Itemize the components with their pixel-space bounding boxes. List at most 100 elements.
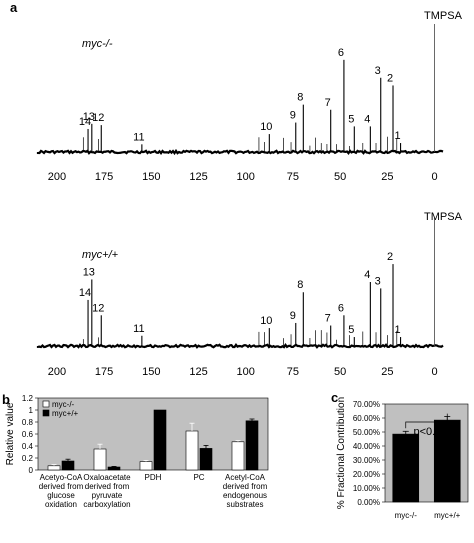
category-label: Oxaloacetate [83, 473, 131, 482]
x-tick-label: 0 [431, 366, 437, 378]
panel-letter-b: b [2, 392, 10, 407]
legend-label: myc-/- [52, 400, 75, 409]
peak-label: 11 [133, 323, 144, 335]
peak-label: 8 [297, 279, 303, 291]
y-tick-label: 0.8 [22, 418, 34, 427]
significance-bracket [405, 413, 448, 429]
bar [433, 419, 461, 503]
bar [392, 433, 420, 503]
category-label: glucose [47, 491, 75, 500]
category-label: PC [193, 473, 204, 482]
x-tick-label: 150 [142, 171, 160, 183]
category-label: derived from [39, 482, 84, 491]
y-tick-label: 0 [29, 466, 34, 475]
x-tick-label: 125 [189, 366, 207, 378]
peak-label: 6 [338, 302, 344, 314]
peak-label: 12 [92, 112, 104, 124]
bar [47, 465, 61, 471]
legend-swatch [42, 400, 50, 408]
peak-label: 9 [290, 310, 296, 322]
y-tick-label: 60.00% [353, 414, 380, 423]
peak-label: 12 [92, 302, 104, 314]
x-tick-label: 125 [189, 171, 207, 183]
category-label: pyruvate [92, 491, 123, 500]
y-tick-label: 0.2 [22, 454, 34, 463]
category-label: carboxylation [83, 500, 130, 509]
peak-label: 3 [375, 65, 381, 77]
peak-label: 4 [364, 269, 370, 281]
y-tick-label: 1.2 [22, 394, 34, 403]
bar [153, 409, 167, 471]
x-tick-label: 175 [95, 171, 113, 183]
peak-label: 2 [387, 251, 393, 263]
category-label: substrates [227, 500, 264, 509]
legend-label: myc+/+ [52, 409, 79, 418]
plot-area [37, 397, 269, 471]
bar [107, 466, 121, 471]
bar [93, 448, 107, 471]
category-label: myc-/- [395, 511, 418, 520]
genotype-label: myc-/- [82, 38, 113, 50]
fractional-contribution-bar-chart: 0.00% 10.00% 20.00% 30.00% 40.00% 50.00% 60.00… [336, 397, 469, 520]
x-tick-label: 50 [334, 366, 346, 378]
category-label: oxidation [45, 500, 77, 509]
x-tick-label: 25 [381, 366, 393, 378]
panel-letter-c: c [331, 390, 338, 405]
peak-label: 10 [260, 315, 272, 327]
relative-value-bar-chart: 0 0.2 0.4 0.6 0.8 1 1.2 Relative value Acetyo-Co… [5, 394, 269, 509]
peak-label: 14 [79, 287, 91, 299]
category-label: endogenous [223, 491, 267, 500]
bar [61, 460, 75, 471]
peak-label: 7 [325, 97, 331, 109]
y-tick-label: 0.4 [22, 442, 34, 451]
category-label: derived from [223, 482, 268, 491]
category-label: myc+/+ [434, 511, 461, 520]
y-tick-label: 0.6 [22, 430, 34, 439]
y-axis-title: Relative value [5, 402, 16, 465]
peak-label: 2 [387, 72, 393, 84]
peak-label: 5 [348, 324, 354, 336]
x-tick-label: 0 [431, 171, 437, 183]
spectrum-baseline [36, 148, 444, 156]
peak-label: 10 [260, 121, 272, 133]
x-tick-label: 150 [142, 366, 160, 378]
peak-label: 14 [79, 116, 91, 128]
y-tick-label: 10.00% [353, 484, 380, 493]
bar [245, 420, 259, 471]
x-tick-label: 75 [287, 366, 299, 378]
x-tick-label: 100 [237, 366, 255, 378]
y-tick-label: 70.00% [353, 400, 380, 409]
peak-label: 6 [338, 47, 344, 59]
peak-label: 9 [290, 110, 296, 122]
peak-label: 11 [133, 131, 144, 143]
x-tick-label: 25 [381, 171, 393, 183]
category-label: PDH [145, 473, 162, 482]
reference-label: TMPSA [424, 10, 463, 22]
bar [231, 441, 245, 471]
bar [185, 430, 199, 471]
y-tick-label: 20.00% [353, 470, 380, 479]
category-label: derived from [85, 482, 130, 491]
panel-letter-a: a [10, 0, 18, 15]
peak-label: 13 [83, 266, 95, 278]
peak-label: 5 [348, 113, 354, 125]
peak-label: 4 [364, 113, 370, 125]
y-tick-label: 30.00% [353, 456, 380, 465]
peak-label: 8 [297, 92, 303, 104]
peak-label: 1 [395, 324, 401, 336]
nmr-spectrum-myc-wt: 14 13 12 11 10 9 8 765 432 1 TMPSA myc+/+ 200 175 150 1… [36, 211, 463, 378]
peak-label: 7 [325, 313, 331, 325]
spectrum-baseline [36, 342, 444, 349]
peak-label: 13 [83, 111, 95, 123]
bar [199, 448, 213, 471]
legend-swatch [42, 409, 50, 417]
category-label: Acetyo-CoA [40, 473, 83, 482]
peak-label: 1 [395, 130, 401, 142]
p-value-annotation: p<0.05 [414, 426, 448, 438]
x-tick-label: 200 [48, 171, 66, 183]
x-tick-label: 175 [95, 366, 113, 378]
bar [139, 461, 153, 471]
y-axis-title: % Fractional Contribution [336, 397, 347, 509]
